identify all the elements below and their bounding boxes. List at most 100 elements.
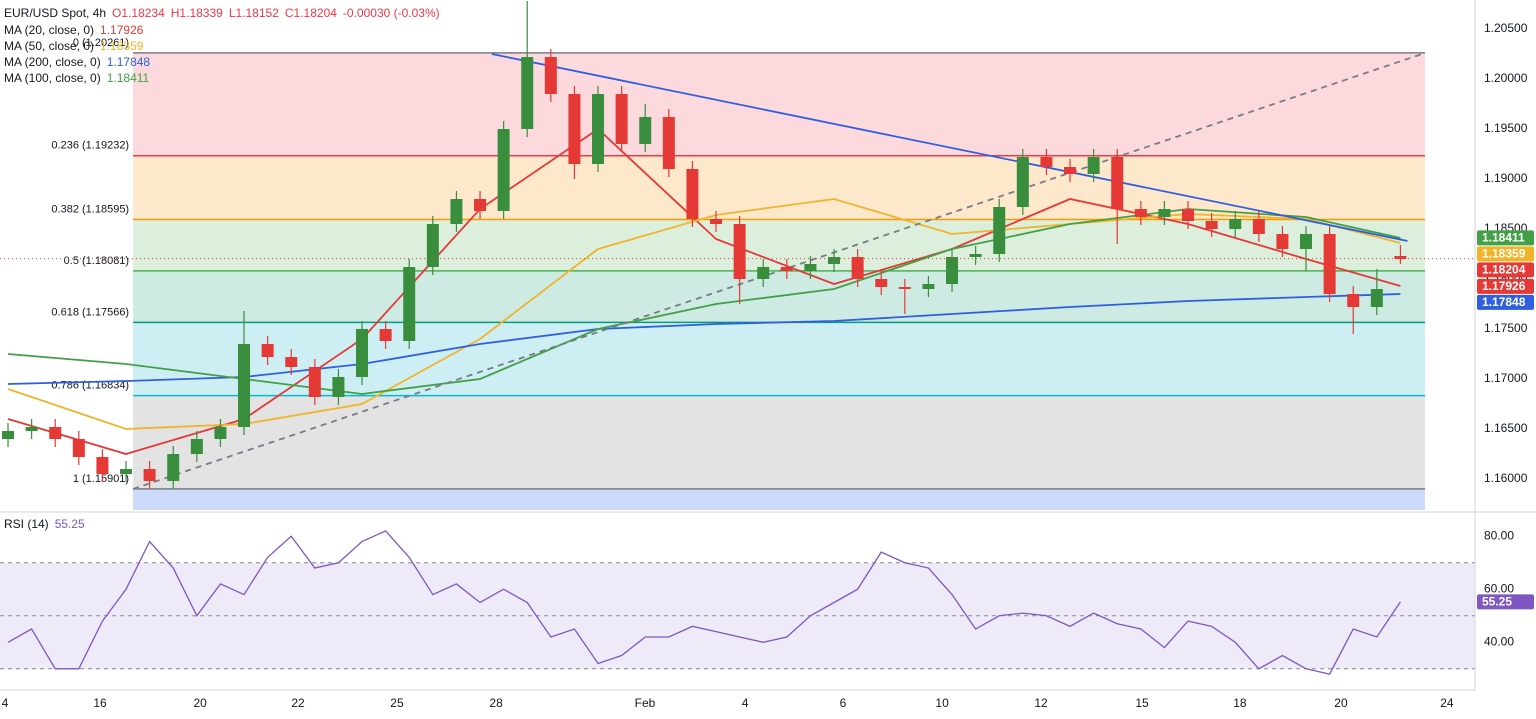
candle-body bbox=[521, 57, 534, 129]
fib-label: 1 (1.15901) bbox=[73, 473, 129, 485]
time-tick-label: 25 bbox=[390, 696, 404, 710]
ohlc-value: H1.18339 bbox=[171, 6, 223, 20]
candle-body bbox=[474, 199, 487, 211]
candle-body bbox=[497, 129, 510, 211]
candle-body bbox=[686, 169, 699, 219]
candle-body bbox=[544, 57, 557, 94]
fib-label: 0.382 (1.18595) bbox=[51, 203, 129, 215]
candle-body bbox=[49, 427, 62, 439]
price-tick-label: 1.16500 bbox=[1484, 421, 1528, 435]
price-tag-label: 1.18359 bbox=[1482, 247, 1526, 261]
candle-body bbox=[922, 284, 935, 289]
time-tick-label: 6 bbox=[840, 696, 847, 710]
candle-body bbox=[1252, 219, 1265, 234]
rsi-tag-label: 55.25 bbox=[1482, 595, 1512, 609]
candle-body bbox=[379, 329, 392, 341]
price-tick-label: 1.20000 bbox=[1484, 71, 1528, 85]
candle-body bbox=[332, 377, 345, 397]
candle-body bbox=[1229, 219, 1242, 229]
ma-legend-value: 1.17848 bbox=[107, 55, 151, 69]
time-tick-label: 22 bbox=[291, 696, 305, 710]
candle-body bbox=[96, 457, 109, 474]
fib-label: 0.618 (1.17566) bbox=[51, 306, 129, 318]
candle-body bbox=[1276, 234, 1289, 249]
candle-body bbox=[143, 469, 156, 481]
price-tag-label: 1.18411 bbox=[1482, 231, 1525, 245]
price-tick-label: 1.19000 bbox=[1484, 171, 1528, 185]
ohlc-value: O1.18234 bbox=[112, 6, 165, 20]
candle-body bbox=[1182, 209, 1195, 221]
candle-body bbox=[875, 279, 888, 287]
ma-legend-value: 1.18411 bbox=[107, 71, 150, 85]
time-tick-label: 15 bbox=[1135, 696, 1149, 710]
price-tick-label: 1.17500 bbox=[1484, 321, 1528, 335]
price-tag bbox=[1477, 262, 1534, 278]
symbol: EUR/USD Spot, 4h bbox=[4, 6, 106, 20]
price-tag-label: 1.18204 bbox=[1482, 263, 1526, 277]
candle-body bbox=[426, 224, 439, 267]
candle-body bbox=[804, 264, 817, 271]
candle-body bbox=[1016, 157, 1029, 207]
price-tick-label: 1.19500 bbox=[1484, 121, 1528, 135]
candle-body bbox=[1087, 157, 1100, 174]
candle-body bbox=[1111, 157, 1124, 209]
ma-legend-name: MA (200, close, 0) bbox=[4, 55, 101, 69]
rsi-legend-value: 55.25 bbox=[55, 517, 85, 531]
candle-body bbox=[1394, 256, 1407, 259]
candle-body bbox=[757, 267, 770, 279]
candle-body bbox=[1064, 167, 1077, 174]
rsi-tick-label: 60.00 bbox=[1484, 581, 1514, 595]
candle-body bbox=[1300, 234, 1313, 249]
price-tag-label: 1.17848 bbox=[1482, 295, 1526, 309]
candle-body bbox=[1134, 209, 1147, 217]
candle-body bbox=[261, 344, 274, 357]
ma-legend-name: MA (20, close, 0) bbox=[4, 23, 94, 37]
fib-band bbox=[133, 322, 1425, 396]
time-tick-label: 4 bbox=[2, 696, 9, 710]
candle-body bbox=[851, 257, 864, 279]
rsi-tick-label: 80.00 bbox=[1484, 528, 1514, 542]
time-tick-label: 20 bbox=[193, 696, 207, 710]
fib-label: 0 (1.20261) bbox=[73, 37, 129, 49]
candle-body bbox=[780, 267, 793, 271]
candle-body bbox=[450, 199, 463, 224]
time-tick-label: 18 bbox=[1233, 696, 1247, 710]
time-tick-label: Feb bbox=[635, 696, 656, 710]
candle-body bbox=[1370, 289, 1383, 307]
rsi-tick-label: 40.00 bbox=[1484, 634, 1514, 648]
ohlc-value: -0.00030 (-0.03%) bbox=[343, 6, 440, 20]
rsi-line bbox=[7, 530, 1401, 675]
fib-band bbox=[133, 155, 1425, 220]
ohlc-value: C1.18204 bbox=[285, 6, 337, 20]
candle-body bbox=[2, 431, 15, 439]
time-tick-label: 20 bbox=[1334, 696, 1348, 710]
candle-body bbox=[120, 469, 133, 474]
candle-body bbox=[592, 94, 605, 164]
candle-body bbox=[308, 367, 321, 397]
candle-body bbox=[1347, 294, 1360, 307]
ohlc-value: L1.18152 bbox=[229, 6, 279, 20]
candle-body bbox=[25, 427, 38, 431]
price-tag bbox=[1477, 278, 1534, 294]
candle-body bbox=[615, 94, 628, 144]
time-tick-label: 24 bbox=[1440, 696, 1454, 710]
price-tag bbox=[1477, 230, 1534, 246]
trend-line bbox=[132, 52, 1426, 490]
candle-body bbox=[190, 439, 203, 454]
fib-label: 0.5 (1.18081) bbox=[64, 255, 129, 267]
candle-body bbox=[356, 329, 369, 377]
rsi-title: RSI (14) bbox=[4, 517, 49, 531]
price-tick-label: 1.17000 bbox=[1484, 371, 1528, 385]
candle-body bbox=[238, 344, 251, 427]
rsi-tag bbox=[1477, 594, 1534, 610]
price-tick-label: 1.20500 bbox=[1484, 21, 1528, 35]
candle-body bbox=[1205, 221, 1218, 229]
candle-body bbox=[662, 117, 675, 169]
candle-body bbox=[828, 257, 841, 264]
candle-body bbox=[285, 357, 298, 367]
ma-legend-value: 1.17926 bbox=[100, 23, 144, 37]
time-tick-label: 16 bbox=[93, 696, 107, 710]
ma-legend-name: MA (50, close, 0) bbox=[4, 39, 94, 53]
candle-body bbox=[993, 207, 1006, 254]
candle-body bbox=[898, 287, 911, 289]
